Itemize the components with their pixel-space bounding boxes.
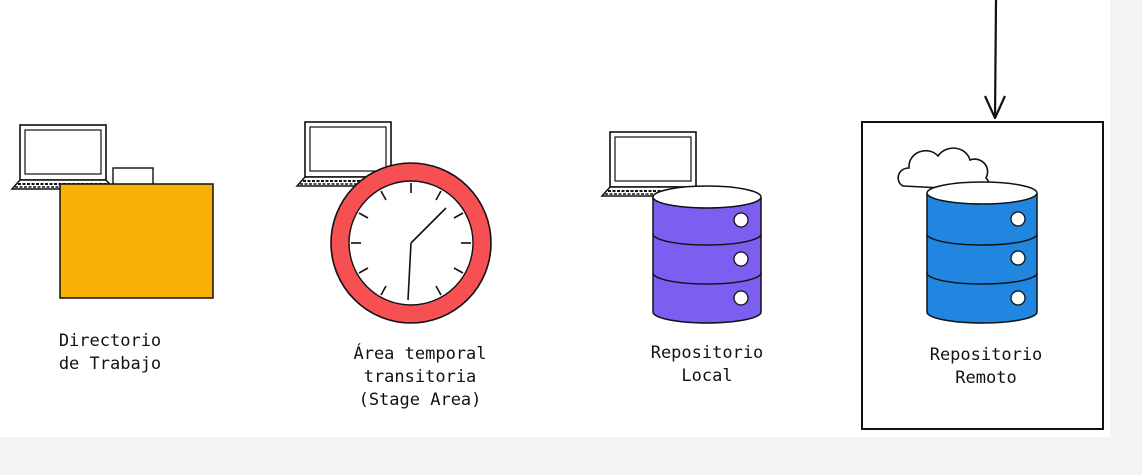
database-icon: [601, 131, 762, 324]
remote-repository-box: [861, 121, 1104, 430]
remote-repository-label: Repositorio Remoto: [929, 345, 1043, 388]
clock-icon: [296, 121, 492, 324]
arrow-down: [983, 0, 1007, 120]
folder-icon: [11, 124, 214, 299]
diagram-svg: [11, 0, 1104, 430]
database-icon: [897, 147, 1038, 324]
staging-area-label: Área temporal transitoria (Stage Area): [353, 344, 487, 410]
diagram-canvas: Directorio de Trabajo Área temporal tran…: [0, 0, 1110, 437]
local-repository-label: Repositorio Local: [650, 343, 764, 386]
working-directory-label: Directorio de Trabajo: [58, 331, 162, 374]
